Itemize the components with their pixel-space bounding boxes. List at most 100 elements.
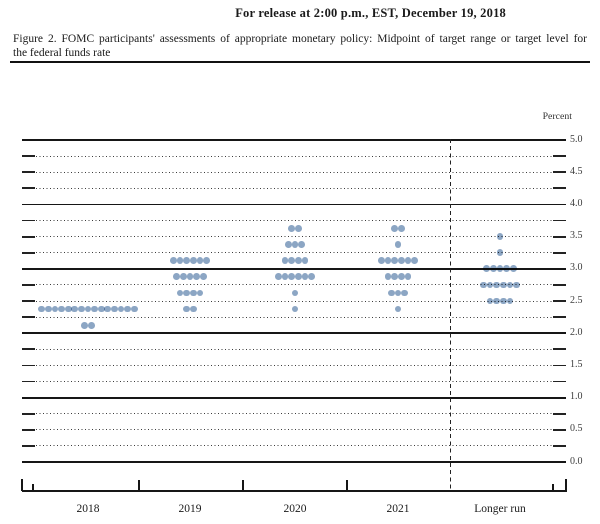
gridline <box>22 219 566 222</box>
fomc-dot <box>391 273 399 281</box>
fomc-dot <box>91 305 98 313</box>
gridline-end-cap <box>22 300 35 302</box>
fomc-dot <box>38 305 46 313</box>
gridline-end-cap <box>553 187 566 190</box>
x-axis-category-label: 2018 <box>76 503 100 515</box>
x-axis-category-label: 2020 <box>283 503 307 515</box>
gridline-end-cap <box>553 364 566 367</box>
fomc-dot <box>189 257 197 265</box>
gridline <box>22 445 566 447</box>
y-axis-tick-label: 0.0 <box>570 455 583 467</box>
gridline <box>22 203 566 206</box>
fomc-dot <box>308 273 315 281</box>
gridline-end-cap <box>553 171 566 174</box>
x-axis-tick <box>346 480 348 491</box>
figure-caption: Figure 2. FOMC participants' assessments… <box>13 32 587 60</box>
x-axis-category-label: 2021 <box>386 503 410 515</box>
y-axis-tick-label: 4.5 <box>570 165 583 177</box>
fomc-dot <box>275 273 282 281</box>
fomc-dot <box>180 273 187 281</box>
fomc-dot <box>490 265 497 273</box>
x-axis-tick <box>552 484 554 491</box>
y-axis-tick-label: 1.0 <box>570 391 583 403</box>
fomc-dot <box>499 297 507 305</box>
fomc-dot <box>288 257 296 265</box>
gridline-end-cap <box>553 235 566 238</box>
fomc-dot <box>411 257 418 265</box>
fomc-dot <box>87 321 95 329</box>
fomc-dot <box>130 305 138 313</box>
fomc-dot <box>196 289 204 297</box>
gridline <box>22 428 566 431</box>
fomc-dot <box>496 249 504 257</box>
gridline-end-cap <box>22 251 35 254</box>
gridline-end-cap <box>553 155 566 157</box>
fomc-dot <box>394 241 402 249</box>
gridline-end-cap <box>22 155 35 157</box>
fomc-dot <box>58 305 65 313</box>
fomc-dot <box>294 273 302 281</box>
fomc-dot <box>78 305 85 313</box>
x-axis-line <box>22 490 567 492</box>
fomc-dot <box>176 257 184 265</box>
fomc-dot <box>503 265 510 273</box>
release-header: For release at 2:00 p.m., EST, December … <box>235 6 506 20</box>
fomc-dot <box>111 305 118 313</box>
fomc-dot <box>397 273 405 281</box>
fomc-dot <box>281 257 289 265</box>
fomc-dot <box>203 257 210 265</box>
gridline-end-cap <box>553 348 566 351</box>
gridline-end-cap <box>553 300 566 302</box>
gridline-end-cap <box>22 428 35 431</box>
gridline <box>22 380 566 383</box>
fomc-dot <box>97 305 105 313</box>
fomc-dot <box>496 233 504 240</box>
fomc-dot <box>480 281 487 289</box>
y-axis-tick-label: 0.5 <box>570 423 583 435</box>
fomc-dot <box>117 305 125 313</box>
fomc-dot <box>173 273 181 281</box>
fomc-dot <box>84 305 92 313</box>
longer-run-separator-line <box>449 139 451 491</box>
gridline-end-cap <box>22 348 35 351</box>
fomc-dot <box>301 257 309 265</box>
fomc-dot <box>291 289 299 297</box>
fomc-dot <box>483 265 491 273</box>
gridline-end-cap <box>22 380 35 383</box>
gridline <box>22 235 566 238</box>
gridline-end-cap <box>22 316 35 318</box>
figure-caption-line1: Figure 2. FOMC participants' assessments… <box>13 33 587 45</box>
fomc-dot <box>493 297 501 305</box>
fomc-dot <box>104 305 112 313</box>
fomc-dot <box>193 273 200 281</box>
fomc-dot <box>397 257 405 265</box>
fomc-dot <box>513 281 520 289</box>
fomc-dot <box>189 305 197 313</box>
fomc-dot <box>486 297 494 305</box>
fomc-dot <box>64 305 72 313</box>
gridline <box>22 332 566 335</box>
fomc-dot <box>384 273 392 281</box>
gridline-end-cap <box>553 316 566 318</box>
fomc-dot <box>499 281 507 289</box>
y-axis-unit-label: Percent <box>542 111 572 122</box>
fomc-dot <box>199 273 207 281</box>
fomc-dot <box>506 281 514 289</box>
fomc-dot <box>189 289 197 297</box>
fomc-dot <box>186 273 194 281</box>
fomc-dot <box>394 305 402 313</box>
gridline <box>22 348 566 351</box>
fomc-dot <box>81 321 89 329</box>
fomc-dot <box>301 273 309 281</box>
gridline <box>22 316 566 318</box>
gridline <box>22 251 566 254</box>
y-axis-tick-label: 2.0 <box>570 326 583 338</box>
fomc-dot <box>509 265 517 273</box>
x-axis-tick <box>565 479 567 491</box>
fomc-dot <box>391 225 399 232</box>
gridline <box>22 267 566 270</box>
gridline <box>22 139 566 141</box>
gridline-end-cap <box>553 412 566 415</box>
